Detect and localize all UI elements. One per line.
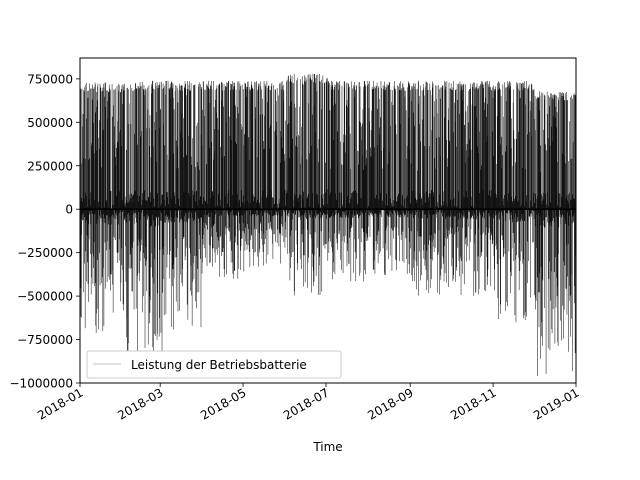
- x-axis-title: Time: [312, 440, 342, 454]
- x-tick-label: 2018-01: [35, 385, 85, 422]
- series-layer: [79, 73, 577, 376]
- axes-frame: [79, 57, 577, 384]
- y-axis-ticks: 750000 500000 250000 0 −250000 −500000 −750000…: [10, 72, 80, 391]
- y-tick-label: 750000: [27, 72, 73, 86]
- legend-entry: Leistung der Betriebsbatterie: [131, 358, 307, 372]
- x-tick-label: 2018-03: [115, 385, 165, 422]
- y-tick-label: −500000: [17, 290, 73, 304]
- y-tick-label: 250000: [27, 159, 73, 173]
- legend: Leistung der Betriebsbatterie: [86, 350, 342, 379]
- x-tick-label: 2018-05: [198, 385, 248, 422]
- x-tick-label: 2018-11: [448, 385, 498, 422]
- y-tick-label: 0: [65, 203, 73, 217]
- x-tick-label: 2018-07: [281, 385, 331, 422]
- series-trace: [79, 73, 577, 376]
- y-tick-label: −750000: [17, 333, 73, 347]
- x-axis-ticks: 2018-01 2018-03 2018-05 2018-07 2018-09 2018-…: [35, 383, 582, 423]
- y-tick-label: −250000: [17, 246, 73, 260]
- x-tick-label: 2019-01: [531, 385, 581, 422]
- legend-box: [86, 350, 342, 379]
- y-tick-label: 500000: [27, 116, 73, 130]
- x-tick-label: 2018-09: [365, 385, 415, 422]
- y-tick-label: −1000000: [10, 377, 74, 391]
